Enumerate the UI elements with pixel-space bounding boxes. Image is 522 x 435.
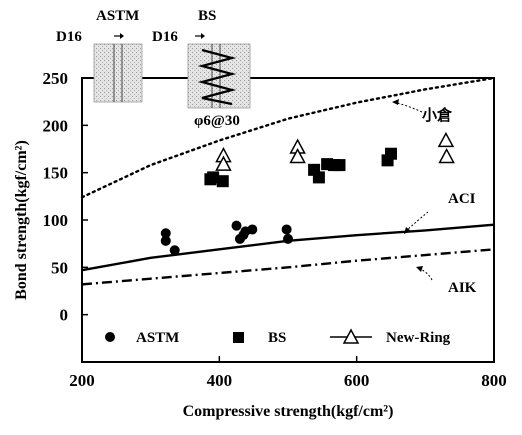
x-tick-label: 600 bbox=[344, 371, 370, 390]
y-tick-label: 150 bbox=[43, 164, 69, 183]
legend-label-bs: BS bbox=[268, 330, 286, 346]
astm-point bbox=[281, 224, 292, 235]
bs-point bbox=[312, 171, 325, 184]
astm-point bbox=[283, 233, 293, 244]
new-ring-point bbox=[437, 131, 455, 148]
x-axis-ticks: 200 400 600 800 bbox=[69, 356, 507, 390]
legend: ASTM BS New-Ring bbox=[105, 328, 451, 346]
y-tick-label: 200 bbox=[43, 116, 69, 135]
inset-label-d16-left: D16 bbox=[56, 29, 82, 45]
annotation-aci: ACI bbox=[448, 191, 476, 207]
astm-point bbox=[160, 228, 171, 239]
y-tick-label: 250 bbox=[43, 69, 69, 88]
inset-label-bs: BS bbox=[198, 8, 216, 24]
astm-point bbox=[231, 220, 242, 231]
annotation-aik: AIK bbox=[448, 280, 477, 296]
x-axis-label: Compressive strength(kgf/cm²) bbox=[183, 403, 394, 420]
arrowhead-kokura bbox=[392, 99, 399, 105]
astm-point bbox=[160, 235, 171, 246]
bs-spiral-stirrup bbox=[197, 48, 237, 106]
bs-point bbox=[333, 159, 346, 172]
arrowhead-aik bbox=[416, 266, 423, 272]
bs-point bbox=[207, 171, 220, 184]
legend-marker-bs bbox=[233, 332, 244, 343]
legend-marker-new-ring bbox=[342, 328, 360, 344]
y-tick-label: 0 bbox=[60, 306, 69, 325]
inset-arrowhead-left bbox=[120, 33, 124, 39]
inset-label-d16-right: D16 bbox=[152, 29, 178, 45]
data-markers bbox=[160, 131, 455, 256]
y-axis-ticks: 0 50 100 150 200 250 bbox=[43, 69, 88, 325]
new-ring-point bbox=[289, 147, 306, 164]
y-tick-label: 50 bbox=[51, 258, 68, 277]
bs-point bbox=[385, 147, 397, 160]
astm-specimen-block bbox=[93, 43, 143, 103]
new-ring-point bbox=[438, 147, 455, 164]
legend-label-new-ring: New-Ring bbox=[386, 330, 451, 346]
x-tick-label: 200 bbox=[69, 371, 95, 390]
curve-dotted bbox=[80, 76, 496, 199]
curve-dashdot bbox=[81, 248, 495, 286]
specimen-inset: ASTM BS D16 D16 φ6@30 bbox=[56, 8, 251, 129]
legend-marker-astm bbox=[105, 332, 115, 342]
legend-label-astm: ASTM bbox=[136, 330, 179, 346]
astm-point bbox=[169, 245, 180, 256]
inset-label-stirrup: φ6@30 bbox=[194, 113, 240, 129]
arrowhead-aci bbox=[404, 227, 411, 234]
inset-label-astm: ASTM bbox=[96, 8, 139, 24]
inset-arrowhead-right bbox=[201, 33, 205, 39]
annotation-kokura: 小倉 bbox=[422, 106, 453, 124]
y-tick-label: 100 bbox=[43, 211, 69, 230]
bs-point bbox=[216, 175, 229, 188]
new-ring-point bbox=[215, 155, 232, 171]
y-axis-label: Bond strength(kgf/cm²) bbox=[13, 140, 30, 300]
x-tick-label: 800 bbox=[481, 371, 507, 390]
x-tick-label: 400 bbox=[207, 371, 233, 390]
astm-point bbox=[247, 224, 258, 235]
